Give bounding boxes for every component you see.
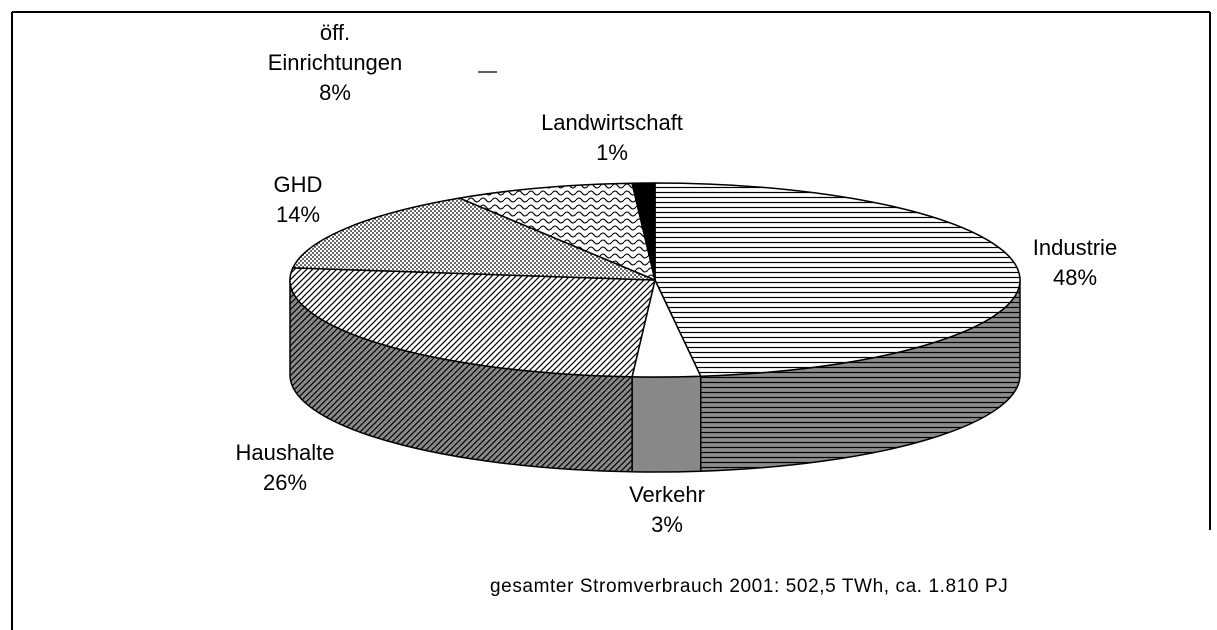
value-label: 3%: [651, 512, 683, 537]
value-label: 1%: [596, 140, 628, 165]
value-label: 26%: [262, 470, 308, 495]
slice-pattern: [655, 183, 1021, 377]
slice-label: Verkehr 3%: [629, 480, 705, 540]
value-label: 8%: [319, 80, 351, 105]
slice-label: Haushalte 26%: [235, 438, 334, 498]
category-label: öff. Einrichtungen: [267, 20, 403, 75]
slice-label: öff. Einrichtungen 8%: [250, 18, 420, 108]
value-label: 48%: [1052, 265, 1098, 290]
slice-pattern: [292, 198, 655, 280]
slice-side-pattern: [632, 376, 701, 472]
value-label: 14%: [275, 202, 321, 227]
slice-label: Industrie 48%: [1033, 233, 1117, 293]
footnote: gesamter Stromverbrauch 2001: 502,5 TWh,…: [490, 576, 1009, 597]
category-label: Industrie: [1032, 235, 1118, 260]
slice-side-pattern: [700, 280, 1020, 472]
category-label: GHD: [273, 172, 323, 197]
slice-pattern: [459, 183, 655, 280]
frame: [11, 11, 1211, 630]
slice-side-pattern: [290, 280, 633, 472]
category-label: Landwirtschaft: [541, 110, 683, 135]
slice-pattern: [632, 280, 701, 377]
slice-pattern: [632, 183, 655, 280]
slice-label: GHD 14%: [274, 170, 323, 230]
slice-pattern: [289, 267, 655, 377]
slice-label: Landwirtschaft 1%: [541, 108, 683, 168]
category-label: Haushalte: [235, 440, 335, 465]
category-label: Verkehr: [629, 482, 705, 507]
